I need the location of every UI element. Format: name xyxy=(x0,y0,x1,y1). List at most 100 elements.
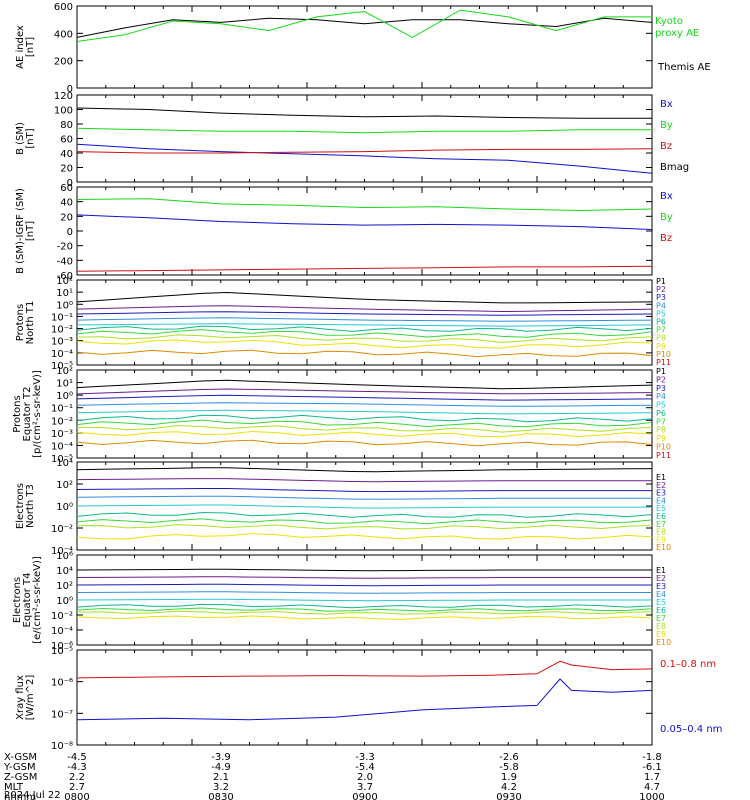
series-line-e8 xyxy=(76,610,653,615)
y-axis-label: North T3 xyxy=(25,484,36,528)
legend-label: By xyxy=(660,120,673,131)
y-axis-label: Electrons xyxy=(12,577,23,623)
footer-value: 2.7 xyxy=(69,782,85,793)
series-line-e9 xyxy=(76,533,653,540)
legend-label: P6 xyxy=(656,409,666,418)
y-tick-label: 10⁰ xyxy=(56,502,73,513)
footer-row-label: hhmm xyxy=(4,792,36,800)
legend-label: E9 xyxy=(656,630,666,639)
y-axis-label: [e/(cm²-s-sr-keV)] xyxy=(32,556,43,644)
legend-label: E1 xyxy=(656,566,666,575)
legend-label: E2 xyxy=(656,481,666,490)
y-tick-label: 0 xyxy=(67,178,73,189)
footer-value: -4.3 xyxy=(67,762,87,773)
panel-en xyxy=(76,461,653,551)
series-line-e4 xyxy=(76,591,652,594)
footer-value: 0930 xyxy=(496,792,521,800)
series-line-bz xyxy=(76,148,653,154)
legend-label: 0.1–0.8 nm xyxy=(660,659,716,670)
legend-label: E9 xyxy=(656,535,666,544)
plot-frame xyxy=(76,5,653,89)
legend-label: E4 xyxy=(656,590,666,599)
legend-label: E7 xyxy=(656,520,666,529)
series-line-p10 xyxy=(76,349,653,358)
footer-date: 2024 Jul 22 xyxy=(4,790,61,800)
series-line-p4 xyxy=(76,402,653,407)
y-axis-label: Equator T2 xyxy=(22,387,33,442)
y-tick-label: 10⁻² xyxy=(51,524,73,535)
series-line-p7 xyxy=(76,329,653,338)
y-tick-label: 10⁻⁶ xyxy=(51,641,73,652)
series-line-e5 xyxy=(76,504,652,509)
series-line-e2 xyxy=(76,478,652,483)
y-tick-label: 400 xyxy=(54,29,73,40)
y-tick-label: 100 xyxy=(54,106,73,117)
legend-label: P1 xyxy=(656,277,666,286)
series-line-e4 xyxy=(76,495,652,500)
legend-label: P10 xyxy=(656,350,671,359)
legend-label: P11 xyxy=(656,451,671,460)
footer-value: -3.3 xyxy=(355,752,375,763)
series-line-p7 xyxy=(76,419,653,428)
y-tick-label: 40 xyxy=(60,198,73,209)
series-line-p3 xyxy=(76,394,653,401)
y-tick-label: -20 xyxy=(57,242,73,253)
legend-label: E1 xyxy=(656,473,666,482)
series-line-by xyxy=(76,127,652,134)
footer-row-label: X-GSM xyxy=(4,752,37,763)
y-tick-label: 10⁰ xyxy=(56,391,73,402)
legend-label: P7 xyxy=(656,326,666,335)
panel-pn xyxy=(76,279,653,366)
y-tick-label: -60 xyxy=(57,271,73,282)
legend-label: P9 xyxy=(656,434,666,443)
legend-label: By xyxy=(660,212,673,223)
series-line-xray-long xyxy=(76,660,653,679)
legend-label: P3 xyxy=(656,384,666,393)
y-axis-label: B (SM)-IGRF (SM) xyxy=(15,188,26,274)
legend-label: E5 xyxy=(656,504,666,513)
legend-label: E10 xyxy=(656,638,671,647)
y-axis-label: Electrons xyxy=(15,483,26,529)
plot-frame xyxy=(76,279,653,366)
footer-value: -2.6 xyxy=(499,752,519,763)
footer-row-label: Y-GSM xyxy=(3,762,36,773)
series-line-p8 xyxy=(76,425,653,433)
legend-label: P3 xyxy=(656,293,666,302)
y-tick-label: 10⁻³ xyxy=(51,337,73,348)
legend-label: E6 xyxy=(656,512,666,521)
footer-value: 0800 xyxy=(64,792,89,800)
footer-value: -3.9 xyxy=(211,752,231,763)
y-tick-label: 10⁴ xyxy=(56,566,73,577)
footer-value: -4.9 xyxy=(211,762,231,773)
y-axis-label: Protons xyxy=(12,395,23,432)
footer-value: 4.2 xyxy=(501,782,517,793)
y-axis-label: AE index xyxy=(15,25,26,69)
series-line-p9 xyxy=(76,339,653,349)
y-axis-label: Xray flux xyxy=(15,675,26,720)
y-tick-label: 10⁰ xyxy=(56,596,73,607)
series-line-e8 xyxy=(76,524,653,530)
panel-xray xyxy=(76,649,653,746)
series-line-e1 xyxy=(76,467,653,473)
series-line-kyoto-ae xyxy=(76,9,652,42)
legend-label: E8 xyxy=(656,622,666,631)
y-tick-label: 10¹ xyxy=(56,379,73,390)
panel-bsm xyxy=(76,94,653,183)
series-line-e2 xyxy=(76,576,652,579)
y-tick-label: 10⁻⁵ xyxy=(51,361,73,372)
legend-label: P7 xyxy=(656,417,666,426)
y-axis-label: [p/(cm²-s-sr-keV)] xyxy=(32,370,43,458)
y-axis-label: [nT] xyxy=(25,128,36,148)
series-line-e3 xyxy=(76,583,652,587)
legend-label: P1 xyxy=(656,367,666,376)
series-line-p8 xyxy=(76,334,653,343)
y-tick-label: 10⁻⁴ xyxy=(51,441,73,452)
y-axis-label: Protons xyxy=(15,304,26,341)
series-line-bx xyxy=(76,143,653,174)
series-line-p10 xyxy=(76,439,653,447)
plot-frame xyxy=(76,649,653,746)
y-axis-label: [nT] xyxy=(25,221,36,241)
legend-label: E2 xyxy=(656,574,666,583)
footer-value: 2.0 xyxy=(357,772,373,783)
legend-label: E10 xyxy=(656,543,671,552)
